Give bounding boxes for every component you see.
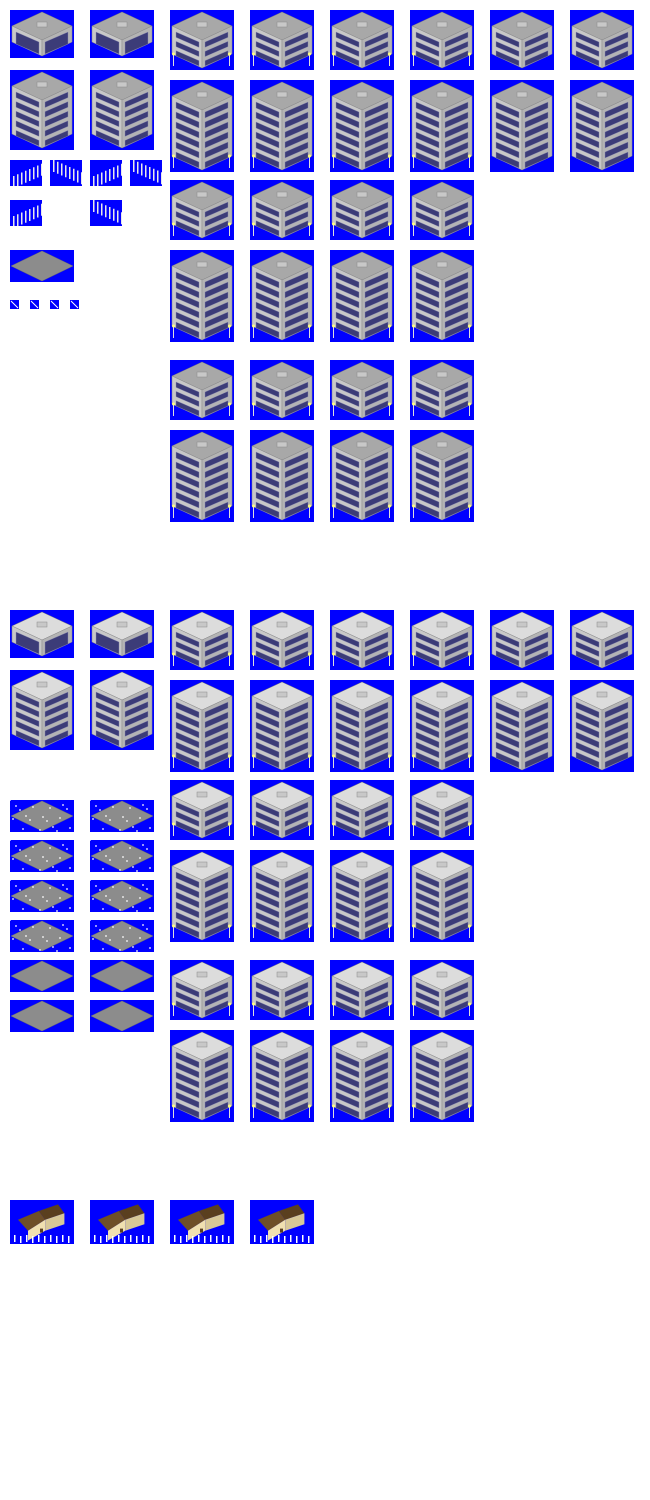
winter-building-sprite — [170, 1030, 234, 1122]
winter-building-sprite — [250, 960, 314, 1020]
snow-ground-plate-sprite — [90, 800, 154, 832]
summer-building-sprite — [490, 80, 554, 172]
fence-sprite — [10, 160, 42, 186]
small-marker-sprite — [70, 300, 79, 309]
summer-building-sprite — [410, 80, 474, 172]
snow-ground-plate-sprite — [90, 1000, 154, 1032]
winter-building-sprite — [570, 610, 634, 670]
summer-building-sprite — [570, 10, 634, 70]
winter-building-sprite — [570, 680, 634, 772]
winter-building-sprite — [250, 1030, 314, 1122]
winter-building-sprite — [330, 610, 394, 670]
winter-building-sprite — [330, 850, 394, 942]
house-sprite — [90, 1200, 154, 1244]
snow-ground-plate-sprite — [10, 960, 74, 992]
snow-ground-plate-sprite — [10, 920, 74, 952]
winter-building-sprite — [250, 680, 314, 772]
winter-building-sprite — [410, 1030, 474, 1122]
fence-sprite — [90, 200, 122, 226]
fence-sprite — [90, 160, 122, 186]
winter-building-sprite — [330, 680, 394, 772]
summer-building-sprite — [250, 10, 314, 70]
winter-building-sprite — [410, 850, 474, 942]
summer-building-sprite — [410, 430, 474, 522]
summer-building-sprite — [410, 180, 474, 240]
summer-building-sprite — [330, 80, 394, 172]
snow-ground-plate-sprite — [90, 960, 154, 992]
summer-building-sprite — [330, 250, 394, 342]
summer-building-sprite — [10, 70, 74, 150]
winter-building-sprite — [10, 670, 74, 750]
winter-building-sprite — [410, 680, 474, 772]
winter-building-sprite — [490, 610, 554, 670]
winter-building-sprite — [90, 670, 154, 750]
summer-building-sprite — [170, 430, 234, 522]
summer-building-sprite — [570, 80, 634, 172]
winter-building-sprite — [330, 780, 394, 840]
fence-sprite — [130, 160, 162, 186]
summer-building-sprite — [170, 10, 234, 70]
winter-building-sprite — [90, 610, 154, 658]
summer-building-sprite — [410, 250, 474, 342]
winter-building-sprite — [170, 780, 234, 840]
winter-building-sprite — [170, 680, 234, 772]
winter-building-sprite — [170, 850, 234, 942]
snow-ground-plate-sprite — [10, 800, 74, 832]
winter-building-sprite — [10, 610, 74, 658]
snow-ground-plate-sprite — [10, 840, 74, 872]
summer-building-sprite — [250, 360, 314, 420]
small-marker-sprite — [30, 300, 39, 309]
summer-building-sprite — [170, 180, 234, 240]
winter-building-sprite — [490, 680, 554, 772]
snow-ground-plate-sprite — [10, 1000, 74, 1032]
winter-building-sprite — [170, 960, 234, 1020]
summer-building-sprite — [170, 250, 234, 342]
winter-building-sprite — [250, 850, 314, 942]
summer-building-sprite — [330, 10, 394, 70]
summer-building-sprite — [250, 180, 314, 240]
snow-ground-plate-sprite — [90, 880, 154, 912]
summer-building-sprite — [490, 10, 554, 70]
winter-building-sprite — [410, 610, 474, 670]
winter-building-sprite — [170, 610, 234, 670]
summer-building-sprite — [410, 360, 474, 420]
small-marker-sprite — [10, 300, 19, 309]
summer-building-sprite — [330, 360, 394, 420]
winter-building-sprite — [410, 960, 474, 1020]
summer-building-sprite — [250, 80, 314, 172]
summer-building-sprite — [170, 80, 234, 172]
snow-ground-plate-sprite — [90, 840, 154, 872]
summer-building-sprite — [90, 70, 154, 150]
winter-building-sprite — [330, 960, 394, 1020]
summer-building-sprite — [170, 360, 234, 420]
snow-ground-plate-sprite — [90, 920, 154, 952]
summer-building-sprite — [330, 180, 394, 240]
fence-sprite — [50, 160, 82, 186]
winter-building-sprite — [410, 780, 474, 840]
winter-building-sprite — [250, 610, 314, 670]
house-sprite — [10, 1200, 74, 1244]
summer-building-sprite — [330, 430, 394, 522]
winter-building-sprite — [330, 1030, 394, 1122]
summer-building-sprite — [10, 10, 74, 58]
house-sprite — [170, 1200, 234, 1244]
summer-building-sprite — [410, 10, 474, 70]
snow-ground-plate-sprite — [10, 880, 74, 912]
ground-plate-sprite — [10, 250, 74, 282]
fence-sprite — [10, 200, 42, 226]
house-sprite — [250, 1200, 314, 1244]
small-marker-sprite — [50, 300, 59, 309]
winter-building-sprite — [250, 780, 314, 840]
summer-building-sprite — [250, 250, 314, 342]
summer-building-sprite — [90, 10, 154, 58]
summer-building-sprite — [250, 430, 314, 522]
